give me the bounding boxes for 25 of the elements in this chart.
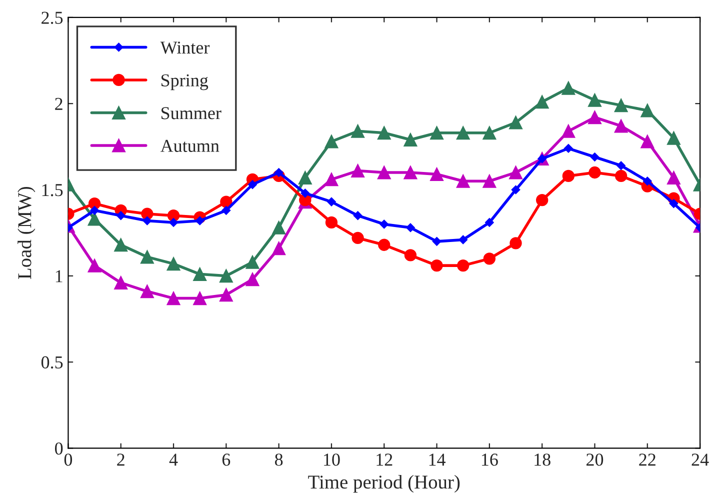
y-tick-label: 2: [55, 98, 62, 110]
x-tick-label: 14: [429, 454, 446, 466]
y-tick-label: 2.5: [42, 12, 63, 24]
y-tick-label: 1.5: [42, 184, 63, 196]
x-tick-label: 8: [275, 454, 283, 466]
legend-label: Summer: [162, 107, 222, 120]
x-tick-label: 4: [169, 454, 178, 466]
x-tick-label: 20: [586, 454, 604, 466]
legend-label: Autumn: [160, 140, 220, 152]
x-tick-label: 0: [64, 454, 72, 466]
y-tick-label: 0: [55, 442, 63, 455]
legend-label: Winter: [160, 42, 210, 54]
x-tick-label: 18: [534, 454, 550, 466]
x-tick-label: 6: [222, 454, 230, 466]
y-tick-label: 1: [56, 270, 62, 282]
x-tick-label: 24: [692, 454, 709, 466]
x-tick-label: 16: [482, 454, 498, 466]
x-tick-label: 10: [324, 454, 340, 466]
y-axis-title: Load (MW): [18, 186, 36, 279]
x-tick-label: 2: [117, 454, 124, 466]
x-tick-label: 12: [376, 454, 392, 466]
y-tick-label: 0.5: [41, 356, 63, 369]
x-tick-label: 22: [639, 454, 656, 466]
legend-label: Spring: [162, 74, 208, 90]
x-axis-title: Time period (Hour): [308, 474, 460, 493]
